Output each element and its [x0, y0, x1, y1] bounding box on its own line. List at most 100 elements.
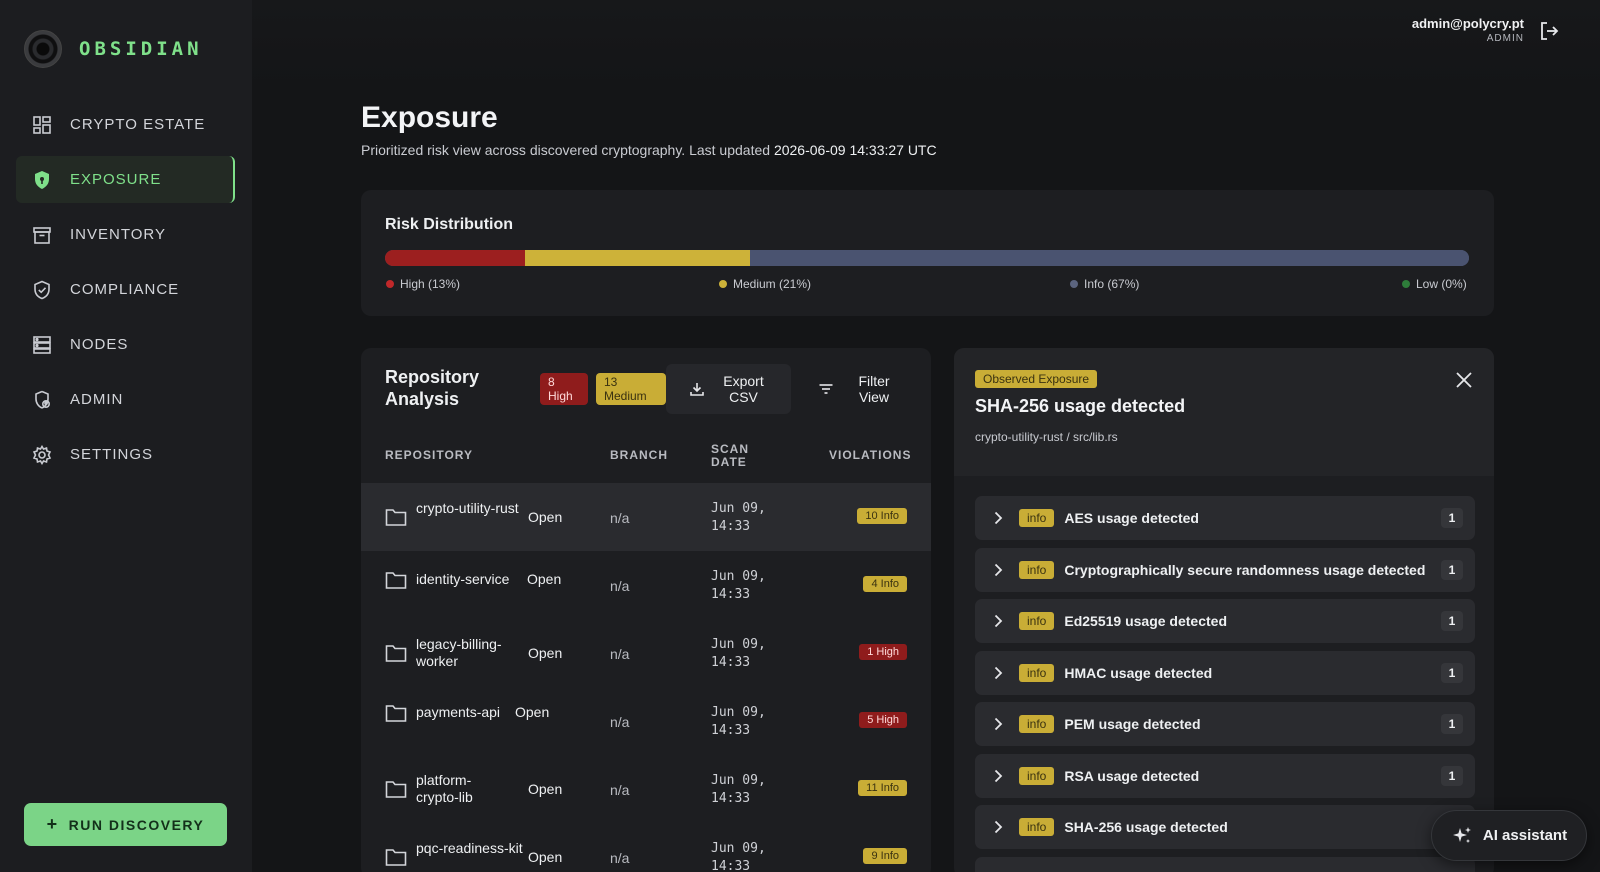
legend-high: High (13%) — [386, 277, 460, 291]
table-row[interactable]: platform-crypto-lib Open n/a Jun 09, 14:… — [361, 755, 931, 823]
risk-distribution-card: Risk Distribution — [361, 190, 1494, 316]
ai-assistant-button[interactable]: AI assistant — [1431, 810, 1587, 861]
finding-title: AES usage detected — [1064, 510, 1199, 526]
column-header-repository[interactable]: REPOSITORY — [385, 448, 474, 462]
severity-tag: info — [1019, 560, 1055, 579]
finding-item[interactable]: info SHA-256 usage detected 1 — [975, 805, 1475, 849]
risk-bar-info — [749, 250, 1469, 266]
medium-count-badge: 13 Medium — [596, 373, 666, 405]
dashboard-icon — [32, 115, 52, 135]
export-csv-label: Export CSV — [723, 373, 764, 405]
sidebar-item-nodes[interactable]: NODES — [16, 321, 235, 368]
chevron-right-icon — [994, 614, 1003, 628]
server-icon — [32, 335, 52, 355]
topbar: admin@polycry.pt ADMIN — [252, 0, 1600, 88]
run-discovery-label: RUN DISCOVERY — [68, 816, 205, 833]
detail-title: SHA-256 usage detected — [975, 396, 1186, 416]
table-row[interactable]: pqc-readiness-kit Open n/a Jun 09, 14:33… — [361, 823, 931, 872]
export-csv-button[interactable]: Export CSV — [666, 364, 791, 414]
finding-title: HMAC usage detected — [1064, 664, 1213, 681]
sidebar: OBSIDIAN CRYPTO ESTATE EXPOSURE INVENTOR… — [0, 0, 252, 872]
legend-high-label: High (13%) — [400, 277, 461, 291]
chevron-right-icon — [994, 820, 1003, 834]
sidebar-item-label: SETTINGS — [70, 446, 154, 463]
info-dot-icon — [1070, 280, 1078, 288]
table-row[interactable]: identity-service Open n/a Jun 09, 14:33 … — [361, 551, 931, 619]
table-row[interactable]: payments-api Open n/a Jun 09, 14:33 5 Hi… — [361, 687, 931, 755]
finding-count: 1 — [1441, 611, 1463, 631]
chevron-right-icon — [994, 563, 1003, 576]
sidebar-item-inventory[interactable]: INVENTORY — [16, 211, 235, 258]
close-icon[interactable] — [1454, 370, 1474, 390]
legend-medium: Medium (21%) — [719, 277, 811, 291]
sidebar-item-compliance[interactable]: COMPLIANCE — [16, 266, 235, 313]
high-dot-icon — [386, 280, 394, 288]
sidebar-item-admin[interactable]: ADMIN — [16, 376, 235, 423]
page-subtitle: Prioritized risk view across discovered … — [361, 142, 937, 158]
low-dot-icon — [1402, 280, 1410, 288]
sidebar-item-label: CRYPTO ESTATE — [70, 116, 206, 133]
sidebar-item-exposure[interactable]: EXPOSURE — [16, 156, 235, 203]
high-label: High — [548, 389, 573, 403]
finding-count: 1 — [1441, 765, 1463, 786]
finding-item[interactable] — [975, 856, 1475, 872]
scan-date: Jun 09, 14:33 — [711, 841, 766, 872]
repository-name: crypto-utility-rust — [416, 500, 519, 516]
finding-title: Cryptographically secure randomness usag… — [1064, 561, 1426, 578]
column-header-violations[interactable]: VIOLATIONS — [829, 448, 912, 462]
column-header-branch[interactable]: BRANCH — [610, 448, 668, 462]
repository-status: Open — [528, 781, 563, 797]
sidebar-item-crypto-estate[interactable]: CRYPTO ESTATE — [16, 101, 235, 148]
brand[interactable]: OBSIDIAN — [24, 30, 203, 68]
last-updated-timestamp: 2026-06-09 14:33:27 UTC — [773, 142, 937, 158]
folder-icon — [385, 705, 407, 722]
sidebar-item-label: COMPLIANCE — [70, 281, 180, 298]
repository-branch: n/a — [610, 782, 630, 798]
finding-item[interactable]: info RSA usage detected 1 — [975, 753, 1475, 798]
legend-info-label: Info (67%) — [1084, 277, 1140, 291]
finding-item[interactable]: info Cryptographically secure randomness… — [975, 547, 1475, 592]
filter-view-button[interactable]: Filter View — [801, 364, 911, 414]
folder-icon — [385, 572, 407, 589]
table-row[interactable]: crypto-utility-rust Open n/a Jun 09, 14:… — [361, 483, 931, 551]
findings-list: info AES usage detected 1 info Cryptogra… — [975, 496, 1475, 872]
user-info[interactable]: admin@polycry.pt ADMIN — [1412, 16, 1524, 44]
column-header-scan-date[interactable]: SCAN DATE — [711, 442, 750, 469]
repository-branch: n/a — [610, 714, 630, 730]
chevron-right-icon — [994, 511, 1003, 525]
repository-name: pqc-readiness-kit — [416, 840, 523, 856]
sidebar-item-settings[interactable]: SETTINGS — [16, 431, 235, 478]
filter-view-label: Filter View — [858, 373, 890, 405]
brand-name: OBSIDIAN — [79, 38, 203, 60]
shield-check-icon — [32, 280, 52, 300]
sidebar-item-label: EXPOSURE — [70, 171, 162, 188]
repository-status: Open — [528, 509, 563, 525]
sidebar-nav: CRYPTO ESTATE EXPOSURE INVENTORY COMPLIA… — [16, 101, 235, 486]
legend-info: Info (67%) — [1070, 277, 1139, 291]
finding-item[interactable]: info AES usage detected 1 — [975, 496, 1475, 540]
risk-distribution-bar — [385, 250, 1469, 266]
repository-status: Open — [528, 645, 563, 661]
violations-badge: 10 Info — [857, 508, 907, 524]
table-row[interactable]: legacy-billing-worker Open n/a Jun 09, 1… — [361, 619, 931, 687]
repository-name: identity-service — [416, 571, 510, 587]
run-discovery-button[interactable]: + RUN DISCOVERY — [24, 803, 227, 846]
finding-item[interactable]: info HMAC usage detected 1 — [975, 650, 1475, 695]
medium-dot-icon — [719, 280, 727, 288]
violations-badge: 9 Info — [863, 848, 907, 864]
scan-date: Jun 09, 14:33 — [711, 705, 766, 738]
sidebar-item-label: ADMIN — [70, 391, 124, 408]
violations-badge: 1 High — [859, 644, 907, 660]
folder-icon — [385, 849, 407, 866]
finding-item[interactable]: info Ed25519 usage detected 1 — [975, 599, 1475, 643]
sidebar-item-label: NODES — [70, 336, 129, 353]
legend-low-label: Low (0%) — [1416, 277, 1467, 291]
finding-item[interactable]: info PEM usage detected 1 — [975, 702, 1475, 746]
high-count-badge: 8 High — [540, 373, 588, 405]
severity-tag: info — [1019, 818, 1055, 836]
repository-status: Open — [528, 849, 563, 865]
logout-icon[interactable] — [1538, 20, 1560, 42]
finding-title: RSA usage detected — [1064, 767, 1200, 784]
page-subtitle-text: Prioritized risk view across discovered … — [361, 142, 771, 158]
severity-tag: info — [1019, 663, 1055, 682]
